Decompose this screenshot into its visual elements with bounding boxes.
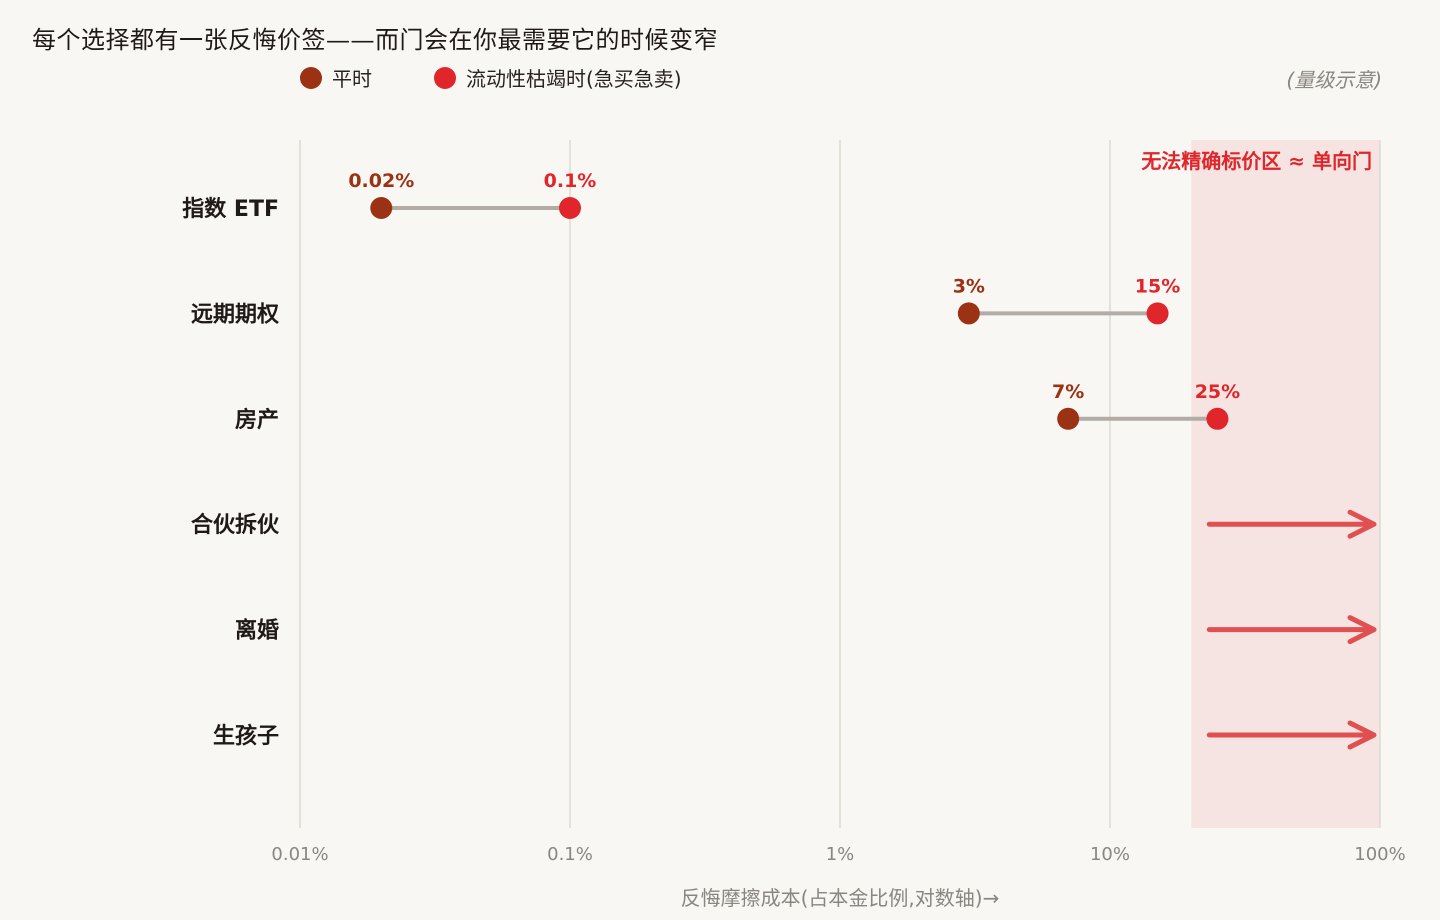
chart-title: 每个选择都有一张反悔价签——而门会在你最需要它的时候变窄	[32, 26, 718, 54]
one-way-arrow-head	[1347, 720, 1377, 750]
stress-point	[1206, 407, 1229, 430]
x-axis-label: 反悔摩擦成本(占本金比例,对数轴)→	[680, 886, 1000, 910]
x-tick-label: 100%	[1354, 844, 1405, 865]
legend-label-normal: 平时	[332, 67, 372, 91]
normal-value-label: 7%	[1052, 381, 1084, 403]
category-label: 生孩子	[213, 723, 279, 749]
x-tick-label: 0.1%	[547, 844, 593, 865]
x-tick-label: 10%	[1090, 844, 1130, 865]
normal-point	[957, 302, 980, 325]
one-way-arrow-head	[1347, 509, 1377, 539]
category-label: 房产	[235, 407, 279, 433]
legend-item-normal: 平时	[300, 63, 372, 92]
stress-value-label: 15%	[1135, 275, 1180, 297]
x-tick-label: 1%	[826, 844, 855, 865]
scale-note: (量级示意)	[1286, 68, 1382, 92]
one-way-arrow-head	[1347, 615, 1377, 645]
category-label: 离婚	[235, 618, 279, 644]
normal-point	[1057, 407, 1080, 430]
legend-label-stress: 流动性枯竭时(急买急卖)	[466, 67, 682, 91]
one-way-door-zone	[1191, 140, 1380, 828]
category-label: 指数 ETF	[182, 196, 279, 222]
legend-dot-stress	[434, 66, 456, 89]
normal-value-label: 0.02%	[348, 170, 414, 192]
stress-value-label: 25%	[1195, 381, 1240, 403]
category-label: 远期期权	[191, 301, 280, 327]
zone-label: 无法精确标价区 ≈ 单向门	[1141, 149, 1372, 173]
category-label: 合伙拆伙	[191, 512, 280, 538]
legend: 平时 流动性枯竭时(急买急卖)	[300, 63, 744, 92]
legend-dot-normal	[300, 66, 322, 89]
legend-item-stress: 流动性枯竭时(急买急卖)	[434, 63, 682, 92]
normal-value-label: 3%	[953, 275, 985, 297]
stress-point	[1146, 302, 1169, 325]
stress-point	[559, 197, 581, 219]
stress-value-label: 0.1%	[544, 170, 597, 192]
normal-point	[370, 197, 393, 219]
x-tick-label: 0.01%	[271, 844, 328, 865]
